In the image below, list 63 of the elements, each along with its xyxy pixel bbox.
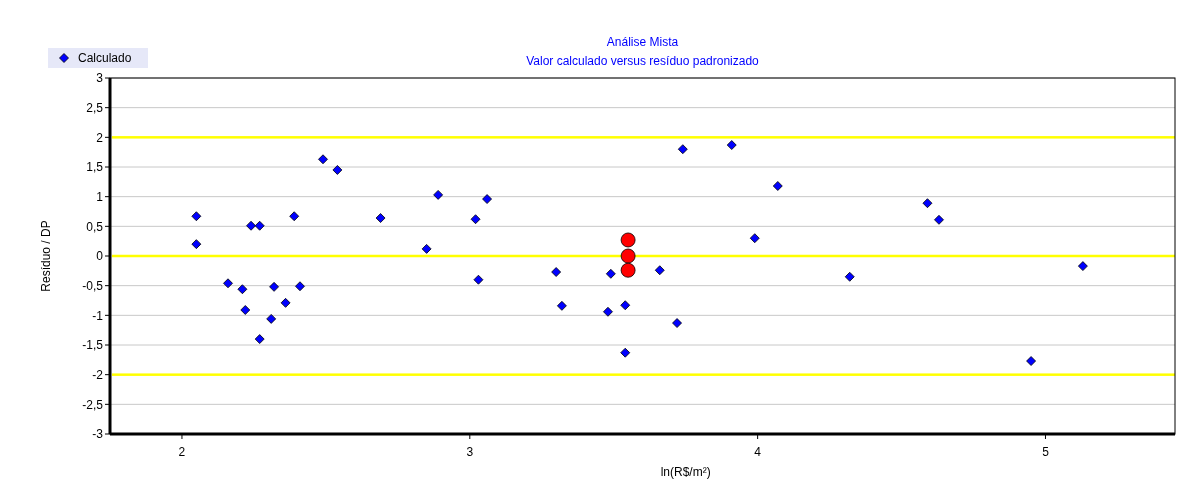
point	[266, 313, 277, 324]
y-tick-label: -1,5	[82, 338, 104, 353]
point	[677, 144, 688, 155]
point	[473, 274, 484, 285]
x-tick-label: 3	[466, 445, 474, 459]
x-tick-label: 4	[754, 445, 762, 459]
chart-title: Análise Mista	[606, 35, 679, 49]
y-tick-label: 0,5	[86, 219, 104, 234]
point	[237, 284, 248, 295]
point	[482, 194, 492, 204]
x-tick-label: 2	[178, 445, 186, 459]
point	[1077, 261, 1088, 271]
x-tick-label: 5	[1042, 445, 1050, 459]
point	[672, 318, 682, 328]
point	[934, 214, 944, 225]
y-tick-label: 2,5	[86, 100, 104, 115]
y-tick-label: 0	[96, 249, 104, 264]
point	[295, 281, 305, 292]
point	[254, 334, 265, 344]
point	[332, 165, 343, 175]
point	[269, 281, 279, 292]
point	[191, 239, 202, 250]
point	[844, 271, 855, 282]
point	[254, 220, 265, 231]
point	[605, 268, 616, 279]
point	[654, 265, 665, 276]
y-tick-label: 3	[96, 71, 104, 86]
y-tick-label: -2	[92, 367, 104, 382]
point	[289, 211, 300, 222]
point	[551, 267, 562, 277]
y-tick-label: 1	[96, 189, 104, 204]
y-tick-label: -2,5	[82, 397, 104, 412]
point	[603, 306, 613, 317]
y-tick-label: 1,5	[86, 160, 104, 175]
point	[772, 181, 783, 191]
point	[375, 213, 386, 223]
point	[620, 232, 636, 248]
legend-label: Calculado	[78, 51, 132, 66]
point	[240, 305, 251, 315]
point	[470, 214, 481, 225]
point	[749, 233, 760, 244]
chart-subtitle: Valor calculado versus resíduo padronizado	[526, 54, 760, 68]
point	[421, 243, 432, 254]
y-tick-label: -3	[92, 427, 104, 442]
point	[1026, 356, 1036, 366]
point	[433, 189, 444, 200]
point	[557, 300, 567, 311]
point	[280, 297, 291, 308]
x-axis-title: ln(R$/m²)	[660, 465, 711, 479]
point	[922, 198, 933, 209]
point	[191, 211, 202, 222]
point	[246, 220, 256, 231]
point	[620, 347, 631, 358]
point	[620, 262, 636, 278]
point	[318, 154, 328, 165]
y-tick-label: 2	[96, 130, 104, 145]
y-axis-title: Resíduo / DP	[39, 220, 53, 292]
point	[223, 278, 233, 289]
point	[620, 248, 636, 264]
point	[726, 140, 737, 150]
y-tick-label: -0,5	[82, 278, 104, 293]
y-tick-label: -1	[92, 308, 104, 323]
point	[620, 300, 631, 311]
